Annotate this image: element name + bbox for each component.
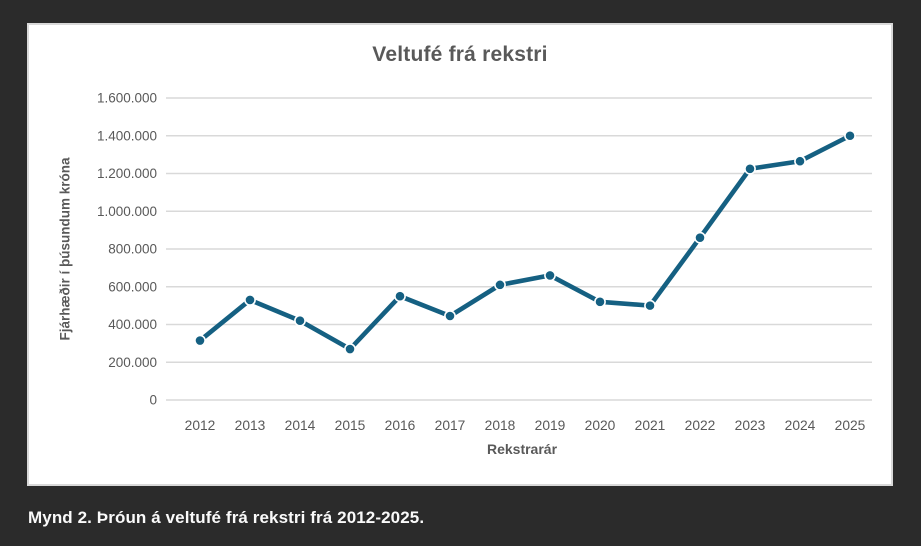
y-tick-label: 1.200.000 [97, 166, 157, 181]
x-tick-label: 2016 [385, 418, 416, 433]
data-point-marker [794, 155, 806, 168]
y-tick-label: 200.000 [108, 355, 157, 370]
data-point-marker [544, 269, 556, 282]
data-point-marker [644, 299, 656, 312]
data-point-marker [344, 343, 356, 355]
x-tick-label: 2015 [335, 418, 366, 433]
x-tick-label: 2025 [835, 418, 866, 433]
data-line [197, 133, 853, 352]
x-tick-label: 2017 [435, 418, 466, 433]
data-point-marker [844, 129, 856, 142]
y-tick-label: 1.000.000 [97, 204, 157, 219]
x-tick-label: 2020 [585, 418, 616, 433]
y-tick-label: 0 [149, 393, 157, 408]
y-tick-label: 800.000 [108, 242, 157, 257]
y-tick-label: 400.000 [108, 317, 157, 332]
data-point-marker [494, 278, 506, 291]
y-tick-label: 600.000 [108, 279, 157, 294]
x-tick-label: 2018 [485, 418, 516, 433]
figure-caption: Mynd 2. Þróun á veltufé frá rekstri frá … [28, 508, 425, 527]
x-tick-label: 2022 [685, 418, 716, 433]
data-point-marker [694, 231, 706, 244]
x-tick-label: 2014 [285, 418, 316, 433]
x-axis-title: Rekstrarár [486, 441, 558, 457]
line-chart-plot: 0 200.000 400.000 600.000 800.000 1.000.000 1.… [97, 91, 872, 433]
data-point-marker [294, 314, 306, 327]
chart-card: Veltufé frá rekstri Fjárhæðir í þúsundum… [27, 23, 893, 486]
data-point-marker [444, 310, 456, 322]
data-point-marker [194, 334, 206, 347]
data-point-marker [594, 295, 606, 308]
x-tick-label: 2013 [235, 418, 266, 433]
data-point-marker [394, 290, 406, 303]
x-tick-label: 2023 [735, 418, 766, 433]
chart-title: Veltufé frá rekstri [372, 43, 548, 66]
data-point-marker [244, 294, 256, 306]
x-tick-label: 2021 [635, 418, 666, 433]
y-tick-label: 1.400.000 [97, 128, 157, 143]
data-point-marker [744, 162, 756, 175]
y-tick-label: 1.600.000 [97, 91, 157, 106]
x-tick-label: 2012 [185, 418, 216, 433]
x-tick-label: 2019 [535, 418, 566, 433]
x-tick-label: 2024 [785, 418, 816, 433]
